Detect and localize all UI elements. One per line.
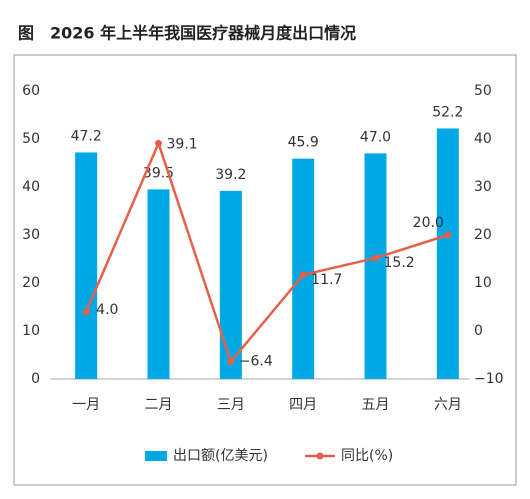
y-tick-label: 0 <box>31 371 40 387</box>
legend-label: 出口额(亿美元) <box>173 448 268 464</box>
bar <box>219 190 242 379</box>
data-label: 39.1 <box>167 136 198 152</box>
line <box>85 139 449 365</box>
chart-title: 图 2026 年上半年我国医疗器械月度出口情况 <box>18 24 356 43</box>
line-point <box>372 254 379 262</box>
bar <box>147 189 170 379</box>
y-tick-label: 60 <box>22 83 40 99</box>
bar <box>292 158 315 379</box>
data-label: 20.0 <box>413 215 444 231</box>
data-label: 45.9 <box>288 135 319 151</box>
data-label: 47.2 <box>71 128 102 144</box>
y2-tick-label: 20 <box>474 227 492 243</box>
x-tick-label: 三月 <box>217 397 245 413</box>
y-tick-label: 20 <box>22 275 40 291</box>
y-tick-label: 50 <box>22 131 40 147</box>
bar <box>436 128 459 379</box>
legend-swatch <box>316 452 324 460</box>
data-label: 4.0 <box>96 302 118 318</box>
data-label: 15.2 <box>384 255 415 271</box>
y-tick-label: 10 <box>22 323 40 339</box>
data-label: 52.2 <box>432 104 463 120</box>
data-label: 11.7 <box>311 272 342 288</box>
y-tick-label: 40 <box>22 179 40 195</box>
bar <box>364 153 387 379</box>
data-label: 47.0 <box>360 129 391 145</box>
line-point <box>444 231 452 239</box>
y2-tick-label: 10 <box>474 275 492 291</box>
line-point <box>227 358 235 366</box>
data-label: 39.2 <box>215 167 246 183</box>
y2-tick-label: 0 <box>474 323 483 339</box>
y2-tick-label: −10 <box>474 371 504 387</box>
legend-swatch <box>145 451 167 461</box>
data-label: −6.4 <box>239 354 273 370</box>
legend-label: 同比(%) <box>341 448 393 464</box>
y2-tick-label: 40 <box>474 131 492 147</box>
x-tick-label: 四月 <box>289 397 317 413</box>
x-tick-label: 六月 <box>434 397 462 413</box>
y-tick-label: 30 <box>22 227 40 243</box>
x-tick-label: 二月 <box>145 397 173 413</box>
y2-tick-label: 50 <box>474 83 492 99</box>
line-point <box>299 271 307 279</box>
line-point <box>155 139 162 147</box>
y2-tick-label: 30 <box>474 179 492 195</box>
line-point <box>82 308 90 316</box>
x-tick-label: 一月 <box>72 397 100 413</box>
x-tick-label: 五月 <box>362 397 390 413</box>
chart-frame <box>13 54 517 486</box>
bar <box>75 152 98 379</box>
